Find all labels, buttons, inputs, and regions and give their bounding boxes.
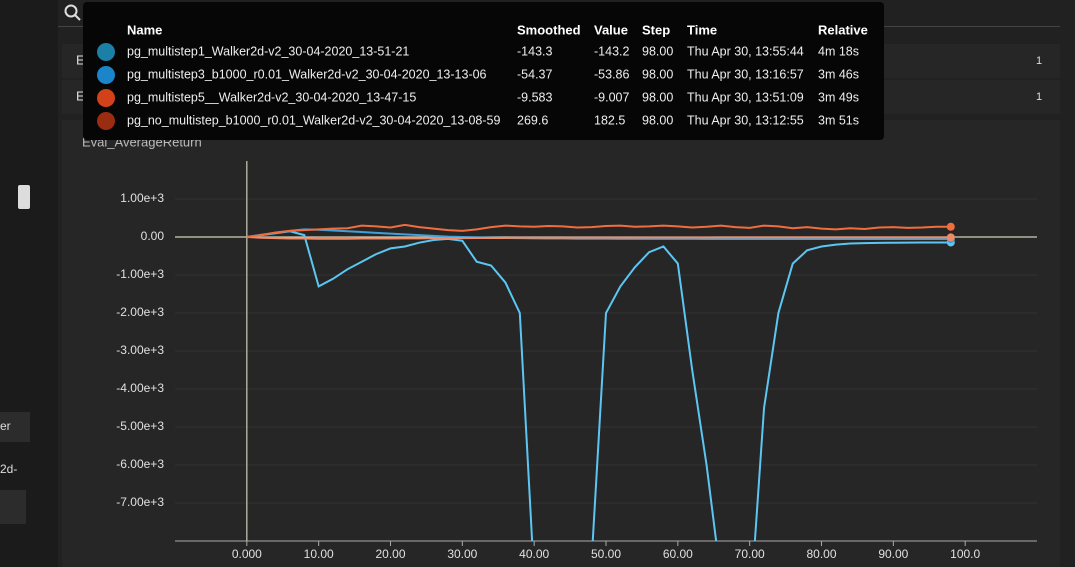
tooltip-box bbox=[83, 2, 884, 140]
y-tick-label: 1.00e+3 bbox=[120, 191, 164, 205]
sidebar bbox=[0, 0, 58, 567]
tooltip-header: Relative bbox=[818, 22, 868, 37]
tooltip-cell: 3m 51s bbox=[818, 113, 859, 127]
line bbox=[246, 230, 951, 541]
tooltip-cell: pg_multistep1_Walker2d-v2_30-04-2020_13-… bbox=[127, 44, 409, 58]
series bbox=[246, 233, 955, 242]
tooltip-cell: Thu Apr 30, 13:55:44 bbox=[687, 44, 804, 58]
tooltip-cell: pg_multistep5__Walker2d-v2_30-04-2020_13… bbox=[127, 90, 416, 104]
tooltip-cell: Thu Apr 30, 13:51:09 bbox=[687, 90, 804, 104]
y-tick-label: 0.00 bbox=[141, 229, 165, 243]
tooltip-cell: pg_no_multistep_b1000_r0.01_Walker2d-v2_… bbox=[127, 113, 500, 127]
tooltip-cell: 3m 46s bbox=[818, 67, 859, 81]
x-tick-label: 50.00 bbox=[591, 547, 621, 561]
plot: 1.00e+3 0.00 -1.00e+3 -2.00e+3 -3.00e+3 -4.00… bbox=[116, 161, 1037, 561]
chart-card bbox=[62, 120, 1060, 567]
tooltip-cell: -143.3 bbox=[517, 44, 552, 58]
tooltip: Name Smoothed Value Step Time Relative pg_mult… bbox=[83, 2, 884, 140]
y-tick-label: -6.00e+3 bbox=[116, 457, 164, 471]
search-icon bbox=[74, 14, 81, 21]
spinner[interactable] bbox=[18, 185, 30, 209]
x-tick-label: 30.00 bbox=[447, 547, 477, 561]
y-tick-label: -7.00e+3 bbox=[116, 495, 164, 509]
sidebar-text: er bbox=[0, 419, 11, 433]
sidebar-item[interactable] bbox=[0, 490, 26, 524]
sidebar-text: 2d- bbox=[0, 462, 17, 476]
legend-swatch bbox=[97, 43, 115, 61]
tooltip-header: Name bbox=[127, 22, 162, 37]
tooltip-cell: -143.2 bbox=[594, 44, 629, 58]
tooltip-cell: 98.00 bbox=[642, 67, 673, 81]
x-tick-label: 10.00 bbox=[304, 547, 334, 561]
y-tick-label: -4.00e+3 bbox=[116, 381, 164, 395]
tooltip-cell: -53.86 bbox=[594, 67, 629, 81]
tooltip-cell: 4m 18s bbox=[818, 44, 859, 58]
x-tick-label: 100.0 bbox=[950, 547, 980, 561]
x-tick-label: 70.00 bbox=[735, 547, 765, 561]
tooltip-header: Step bbox=[642, 22, 670, 37]
end-point bbox=[946, 222, 955, 231]
y-tick-label: -5.00e+3 bbox=[116, 419, 164, 433]
tooltip-cell: -54.37 bbox=[517, 67, 552, 81]
tooltip-cell: 182.5 bbox=[594, 113, 625, 127]
y-tick-label: -1.00e+3 bbox=[116, 267, 164, 281]
legend-swatch bbox=[97, 89, 115, 107]
tooltip-cell: 98.00 bbox=[642, 90, 673, 104]
x-tick-label: 0.000 bbox=[232, 547, 262, 561]
legend-swatch bbox=[97, 66, 115, 84]
tooltip-header: Value bbox=[594, 22, 628, 37]
x-tick-label: 20.00 bbox=[375, 547, 405, 561]
tooltip-cell: 98.00 bbox=[642, 44, 673, 58]
line bbox=[246, 223, 951, 238]
line bbox=[246, 228, 951, 241]
x-tick-label: 60.00 bbox=[663, 547, 693, 561]
tooltip-cell: 98.00 bbox=[642, 113, 673, 127]
tooltip-cell: Thu Apr 30, 13:12:55 bbox=[687, 113, 804, 127]
y-tick-label: -2.00e+3 bbox=[116, 305, 164, 319]
tooltip-cell: pg_multistep3_b1000_r0.01_Walker2d-v2_30… bbox=[127, 67, 487, 81]
card-count: 1 bbox=[1036, 91, 1042, 103]
search-icon bbox=[64, 4, 78, 18]
tooltip-cell: Thu Apr 30, 13:16:57 bbox=[687, 67, 804, 81]
x-tick-label: 80.00 bbox=[806, 547, 836, 561]
x-tick-label: 40.00 bbox=[519, 547, 549, 561]
tooltip-header: Smoothed bbox=[517, 22, 581, 37]
tooltip-header: Time bbox=[687, 22, 717, 37]
y-tick-label: -3.00e+3 bbox=[116, 343, 164, 357]
series bbox=[246, 222, 955, 238]
legend-swatch bbox=[97, 112, 115, 130]
tooltip-cell: -9.007 bbox=[594, 90, 629, 104]
x-tick-label: 90.00 bbox=[878, 547, 908, 561]
card-count: 1 bbox=[1036, 55, 1042, 67]
sidebar-item[interactable] bbox=[0, 412, 30, 442]
tooltip-cell: -9.583 bbox=[517, 90, 552, 104]
tooltip-cell: 3m 49s bbox=[818, 90, 859, 104]
end-point bbox=[946, 233, 955, 242]
line bbox=[246, 236, 951, 240]
tooltip-cell: 269.6 bbox=[517, 113, 548, 127]
